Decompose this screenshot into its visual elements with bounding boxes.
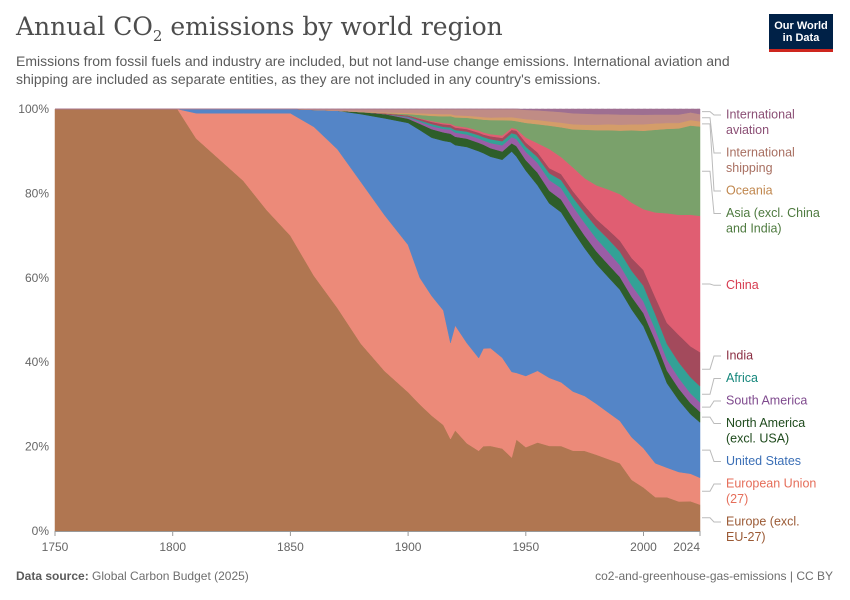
legend-label: United States	[726, 454, 801, 468]
legend-item-oceania[interactable]: Oceania	[702, 123, 773, 198]
y-axis: 0% 20% 40% 60% 80% 100%	[18, 102, 49, 538]
legend-label: (excl. USA)	[726, 432, 789, 446]
data-source-label: Data source:	[16, 569, 89, 583]
legend-label: South America	[726, 394, 807, 408]
x-tick-label: 1800	[159, 540, 186, 554]
legend-connector	[702, 449, 721, 462]
legend-connector	[702, 111, 721, 116]
area-series[interactable]	[54, 108, 701, 532]
data-source: Data source: Global Carbon Budget (2025)	[16, 569, 249, 583]
legend-item-european-union-27[interactable]: European Union(27)	[702, 477, 816, 507]
x-tick-label: 1950	[512, 540, 539, 554]
legend-connector	[702, 400, 721, 408]
chart-subtitle: Emissions from fossil fuels and industry…	[16, 53, 730, 87]
y-tick-label: 20%	[25, 440, 49, 454]
legend-item-south-america[interactable]: South America	[702, 394, 807, 408]
legend-label: aviation	[726, 123, 769, 137]
area-international-aviation[interactable]	[55, 108, 701, 115]
legend-label: shipping	[726, 161, 773, 175]
y-tick-label: 0%	[32, 524, 50, 538]
legend-item-india[interactable]: India	[702, 349, 753, 370]
legend-label: and India)	[726, 222, 782, 236]
legend-item-china[interactable]: China	[702, 278, 759, 292]
legend-label: Europe (excl.	[726, 515, 800, 529]
legend-connector	[702, 283, 721, 286]
legend-item-united-states[interactable]: United States	[702, 449, 801, 468]
legend-connector	[702, 170, 721, 214]
data-source-value: Global Carbon Budget (2025)	[88, 569, 249, 583]
stacked-area-chart[interactable]: 0% 20% 40% 60% 80% 100% 1750 1800 1850 1900 1950 2…	[0, 95, 850, 555]
footer-slug[interactable]: co2-and-greenhouse-gas-emissions | CC BY	[595, 569, 833, 583]
logo-line-1: Our World	[774, 20, 828, 32]
legend-connector	[702, 123, 721, 192]
y-tick-label: 40%	[25, 355, 49, 369]
legend-label: Oceania	[726, 184, 773, 198]
x-tick-label: 2000	[630, 540, 657, 554]
legend-item-africa[interactable]: Africa	[702, 371, 758, 395]
legend[interactable]: InternationalaviationInternationalshippi…	[702, 108, 820, 545]
legend-connector	[702, 483, 721, 492]
legend-connector	[702, 416, 721, 424]
chart-title: Annual CO2 emissions by world region	[16, 12, 503, 45]
y-tick-label: 80%	[25, 186, 49, 200]
legend-label: EU-27)	[726, 530, 766, 544]
x-tick-label: 1900	[395, 540, 422, 554]
x-tick-label: 1850	[277, 540, 304, 554]
y-tick-label: 60%	[25, 271, 49, 285]
legend-label: Asia (excl. China	[726, 206, 820, 220]
legend-label: India	[726, 349, 753, 363]
legend-connector	[702, 378, 721, 395]
owid-logo[interactable]: Our World in Data	[769, 14, 833, 52]
y-tick-label: 100%	[18, 102, 49, 116]
legend-label: (27)	[726, 492, 748, 506]
legend-label: Africa	[726, 371, 758, 385]
legend-label: International	[726, 108, 795, 122]
legend-item-europe-excl-eu-27[interactable]: Europe (excl.EU-27)	[702, 515, 800, 545]
legend-label: North America	[726, 416, 805, 430]
legend-label: International	[726, 146, 795, 160]
legend-label: European Union	[726, 477, 816, 491]
legend-connector	[702, 517, 721, 523]
legend-item-north-america-excl-usa[interactable]: North America (excl. USA)	[702, 416, 805, 446]
legend-connector	[702, 117, 721, 154]
logo-line-2: in Data	[782, 32, 820, 44]
legend-item-asia-excl-china-and-india[interactable]: Asia (excl. China and India)	[702, 170, 820, 236]
x-tick-label: 1750	[42, 540, 69, 554]
x-tick-label: 2024	[673, 540, 700, 554]
x-axis: 1750 1800 1850 1900 1950 2000 2024	[42, 531, 701, 554]
legend-connector	[702, 355, 721, 370]
legend-label: China	[726, 278, 759, 292]
